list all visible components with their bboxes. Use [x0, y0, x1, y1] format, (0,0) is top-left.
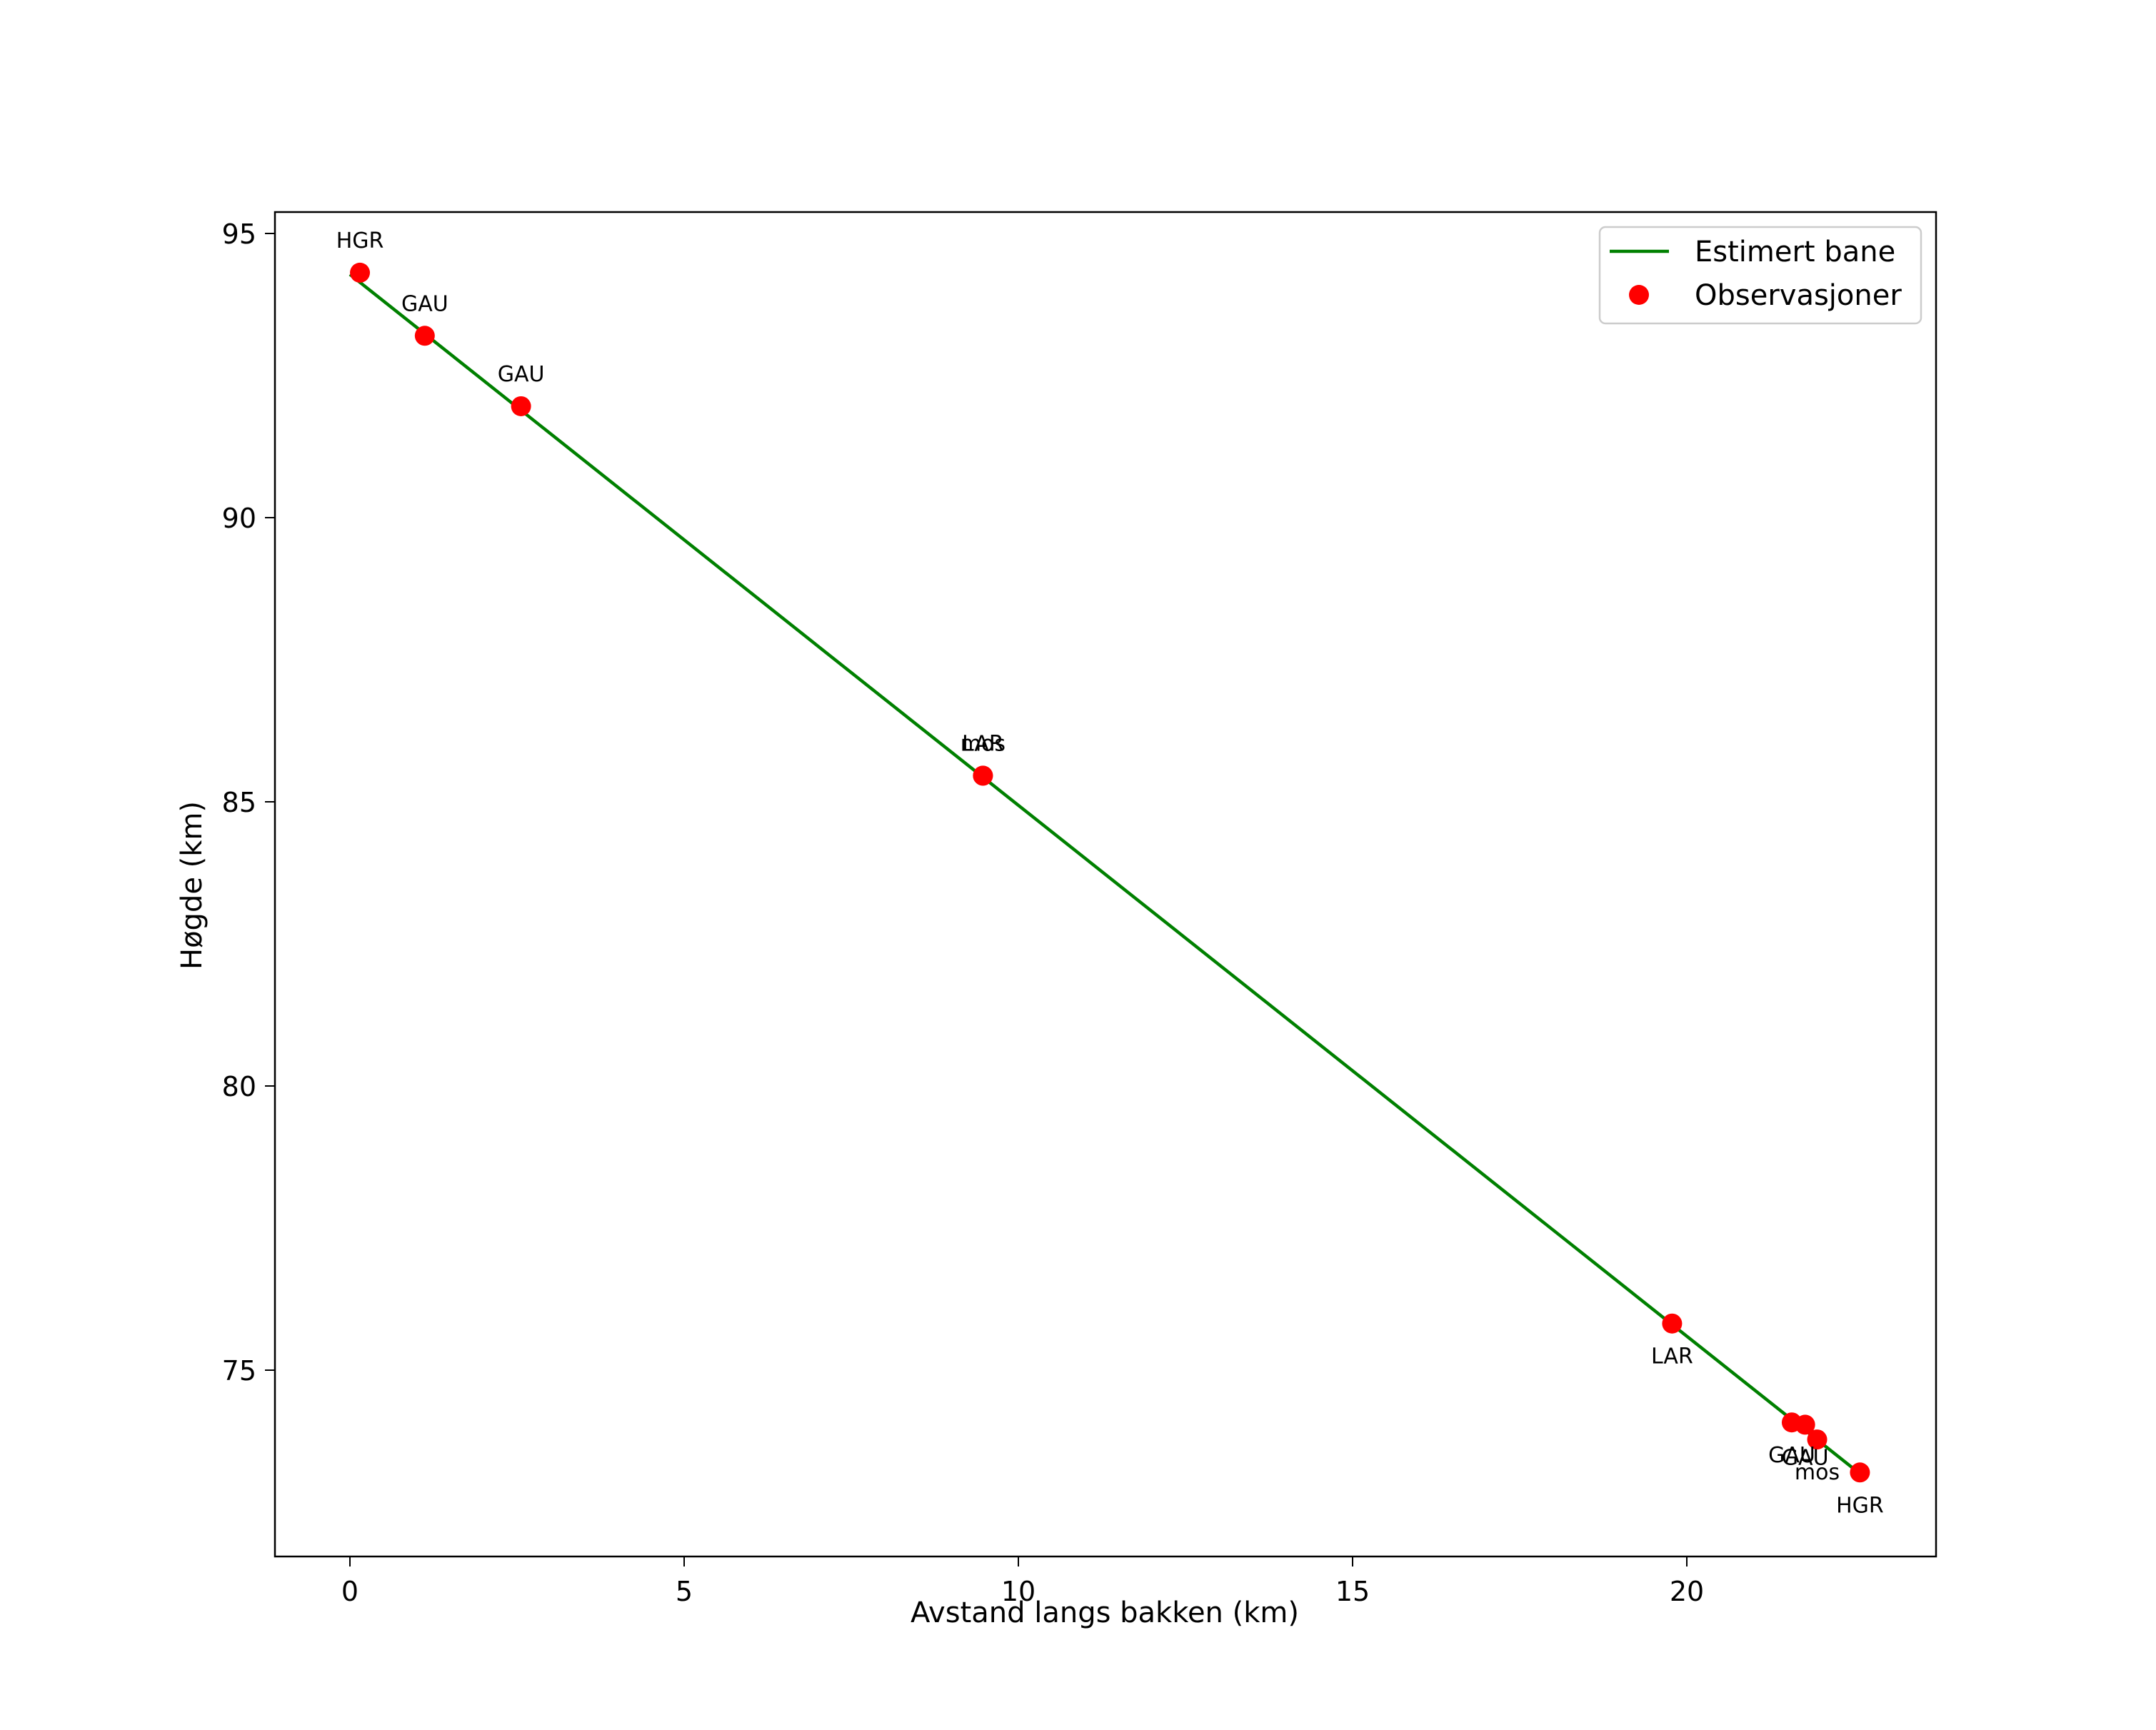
x-tick-label: 20: [1670, 1576, 1704, 1607]
observation-point: [414, 326, 435, 346]
y-tick-label: 90: [222, 503, 256, 534]
y-tick-label: 75: [222, 1355, 256, 1387]
observation-label: HGR: [1836, 1493, 1884, 1518]
y-tick-label: 85: [222, 787, 256, 818]
x-tick-label: 5: [676, 1576, 693, 1607]
observation-point: [973, 765, 993, 786]
y-axis-ticks: 95 90 85 80 75: [222, 218, 275, 1387]
observation-label: GAU: [1768, 1443, 1815, 1468]
x-axis-ticks: 0 5 10 15 20: [341, 1557, 1704, 1607]
legend-box: [1598, 226, 1922, 325]
observation-point: [1795, 1414, 1815, 1435]
x-tick-label: 0: [341, 1576, 359, 1607]
legend: Estimert bane Observasjoner: [1598, 226, 1922, 325]
legend-dot-icon: [1629, 285, 1649, 305]
x-axis-label: Avstand langs bakken (km): [911, 1596, 1299, 1629]
observation-label: mos: [1795, 1460, 1840, 1485]
observation-point: [1662, 1313, 1683, 1334]
observation-point: [350, 262, 371, 283]
observation-label: GAU: [401, 291, 448, 316]
legend-label-observations: Observasjoner: [1695, 279, 1902, 312]
observation-label: HGR: [336, 228, 384, 253]
y-axis-label: Høgde (km): [176, 801, 209, 970]
y-tick-label: 80: [222, 1071, 256, 1102]
y-tick-label: 95: [222, 218, 256, 250]
observation-label: mos: [961, 731, 1006, 756]
observation-label: GAU: [1782, 1445, 1829, 1470]
axes-frame: [274, 211, 1937, 1558]
legend-label-estimated-trajectory: Estimert bane: [1695, 236, 1895, 268]
observation-point: [1850, 1462, 1870, 1483]
observation-label: GAU: [498, 362, 545, 387]
x-tick-label: 15: [1335, 1576, 1370, 1607]
observation-label: LAR: [1651, 1344, 1693, 1369]
observation-point: [1807, 1429, 1827, 1450]
observation-points: [350, 262, 1870, 1483]
observation-point: [511, 396, 531, 416]
estimated-trajectory-line: [349, 273, 1853, 1469]
observation-label: LAR: [962, 731, 1004, 756]
x-tick-label: 10: [1001, 1576, 1036, 1607]
